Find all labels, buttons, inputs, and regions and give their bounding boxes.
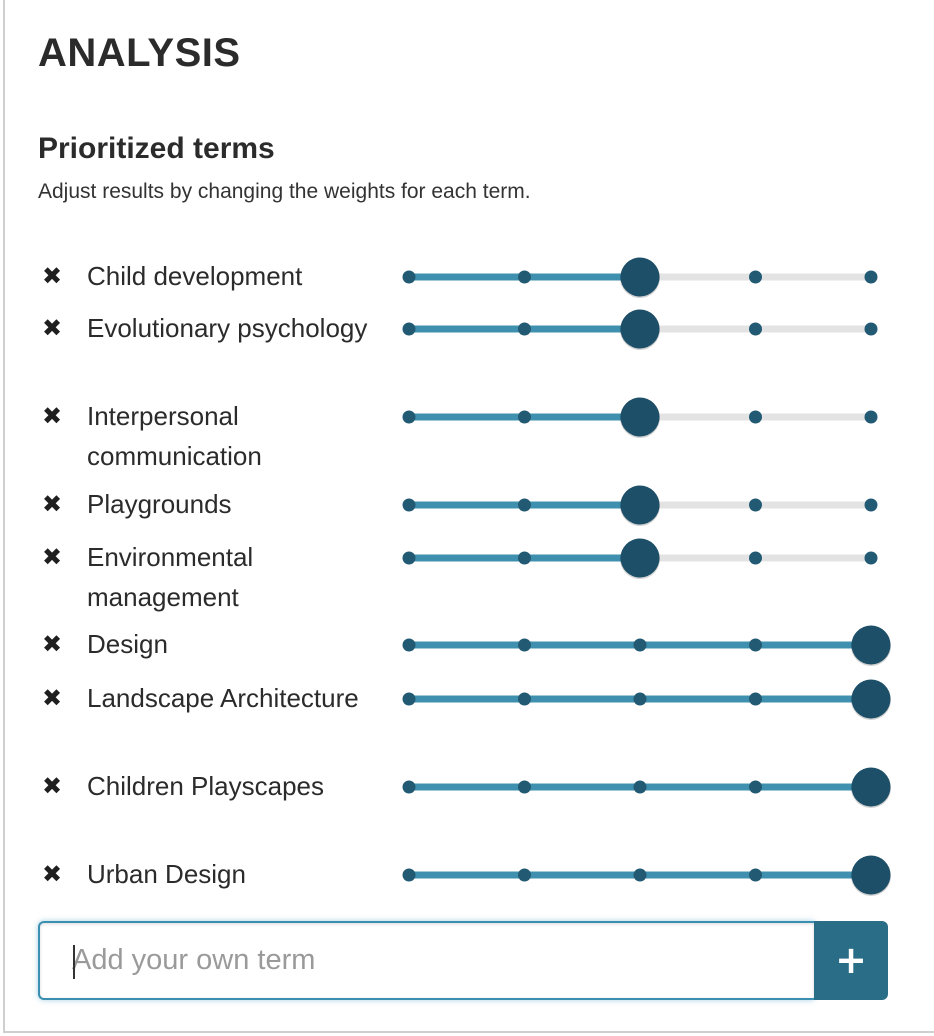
close-icon[interactable]: ✖ bbox=[41, 314, 63, 342]
slider-step-dot[interactable] bbox=[749, 498, 762, 512]
slider-step-dot[interactable] bbox=[749, 322, 762, 336]
term-label: Playgrounds bbox=[87, 489, 232, 519]
slider-step-dot[interactable] bbox=[864, 322, 878, 336]
close-icon[interactable]: ✖ bbox=[41, 402, 63, 430]
close-icon[interactable]: ✖ bbox=[41, 630, 63, 658]
term-label: Design bbox=[87, 629, 168, 659]
slider-handle[interactable] bbox=[620, 309, 660, 349]
close-icon[interactable]: ✖ bbox=[41, 543, 63, 571]
slider-step-dot[interactable] bbox=[633, 868, 647, 882]
weight-slider[interactable] bbox=[402, 854, 891, 896]
slider-step-dot[interactable] bbox=[749, 780, 762, 794]
add-term-form: + bbox=[38, 921, 888, 1000]
slider-step-dot[interactable] bbox=[633, 780, 647, 794]
slider-step-dot[interactable] bbox=[402, 692, 416, 706]
slider-step-dot[interactable] bbox=[402, 780, 416, 794]
slider-step-dot[interactable] bbox=[749, 638, 762, 652]
weight-slider[interactable] bbox=[402, 308, 878, 350]
section-title: Prioritized terms bbox=[38, 132, 275, 165]
plus-icon: + bbox=[835, 938, 867, 982]
term-label: Landscape Architecture bbox=[87, 683, 359, 713]
slider-handle[interactable] bbox=[620, 397, 660, 437]
add-term-input[interactable] bbox=[38, 921, 814, 1000]
weight-slider[interactable] bbox=[402, 624, 891, 666]
slider-handle[interactable] bbox=[851, 679, 891, 719]
slider-step-dot[interactable] bbox=[749, 868, 762, 882]
close-icon[interactable]: ✖ bbox=[41, 262, 63, 290]
slider-step-dot[interactable] bbox=[518, 638, 531, 652]
slider-step-dot[interactable] bbox=[518, 780, 531, 794]
slider-step-dot[interactable] bbox=[402, 551, 416, 565]
slider-step-dot[interactable] bbox=[864, 551, 878, 565]
slider-step-dot[interactable] bbox=[633, 692, 647, 706]
slider-step-dot[interactable] bbox=[518, 692, 531, 706]
close-icon[interactable]: ✖ bbox=[41, 490, 63, 518]
weight-slider[interactable] bbox=[402, 766, 891, 808]
slider-step-dot[interactable] bbox=[518, 410, 531, 424]
term-label: Interpersonal communication bbox=[87, 401, 262, 471]
term-label: Child development bbox=[87, 261, 303, 291]
weight-slider[interactable] bbox=[402, 537, 878, 579]
slider-step-dot[interactable] bbox=[402, 498, 416, 512]
slider-step-dot[interactable] bbox=[864, 410, 878, 424]
slider-step-dot[interactable] bbox=[864, 270, 878, 284]
term-label: Environmental management bbox=[87, 542, 254, 612]
slider-step-dot[interactable] bbox=[749, 270, 762, 284]
slider-step-dot[interactable] bbox=[402, 410, 416, 424]
slider-step-dot[interactable] bbox=[402, 270, 416, 284]
weight-slider[interactable] bbox=[402, 484, 878, 526]
text-cursor bbox=[73, 945, 75, 979]
close-icon[interactable]: ✖ bbox=[41, 772, 63, 800]
close-icon[interactable]: ✖ bbox=[41, 860, 63, 888]
analysis-panel: ANALYSIS Prioritized terms Adjust result… bbox=[3, 0, 934, 1033]
slider-step-dot[interactable] bbox=[518, 868, 531, 882]
slider-handle[interactable] bbox=[620, 257, 660, 297]
slider-step-dot[interactable] bbox=[518, 498, 531, 512]
add-term-button[interactable]: + bbox=[814, 921, 888, 1000]
weight-slider[interactable] bbox=[402, 396, 878, 438]
slider-step-dot[interactable] bbox=[518, 270, 531, 284]
weight-slider[interactable] bbox=[402, 256, 878, 298]
weight-slider[interactable] bbox=[402, 678, 891, 720]
slider-step-dot[interactable] bbox=[864, 498, 878, 512]
slider-step-dot[interactable] bbox=[518, 551, 531, 565]
slider-step-dot[interactable] bbox=[402, 638, 416, 652]
slider-handle[interactable] bbox=[620, 538, 660, 578]
slider-step-dot[interactable] bbox=[402, 868, 416, 882]
slider-handle[interactable] bbox=[851, 767, 891, 807]
slider-handle[interactable] bbox=[851, 625, 891, 665]
slider-step-dot[interactable] bbox=[749, 692, 762, 706]
slider-handle[interactable] bbox=[620, 485, 660, 525]
section-description: Adjust results by changing the weights f… bbox=[38, 180, 531, 203]
slider-step-dot[interactable] bbox=[749, 410, 762, 424]
panel-title: ANALYSIS bbox=[38, 31, 241, 75]
term-label: Urban Design bbox=[87, 859, 246, 889]
slider-step-dot[interactable] bbox=[518, 322, 531, 336]
slider-step-dot[interactable] bbox=[633, 638, 647, 652]
term-label: Evolutionary psychology bbox=[87, 313, 368, 343]
slider-step-dot[interactable] bbox=[402, 322, 416, 336]
slider-step-dot[interactable] bbox=[749, 551, 762, 565]
term-label: Children Playscapes bbox=[87, 771, 325, 801]
slider-handle[interactable] bbox=[851, 855, 891, 895]
close-icon[interactable]: ✖ bbox=[41, 684, 63, 712]
